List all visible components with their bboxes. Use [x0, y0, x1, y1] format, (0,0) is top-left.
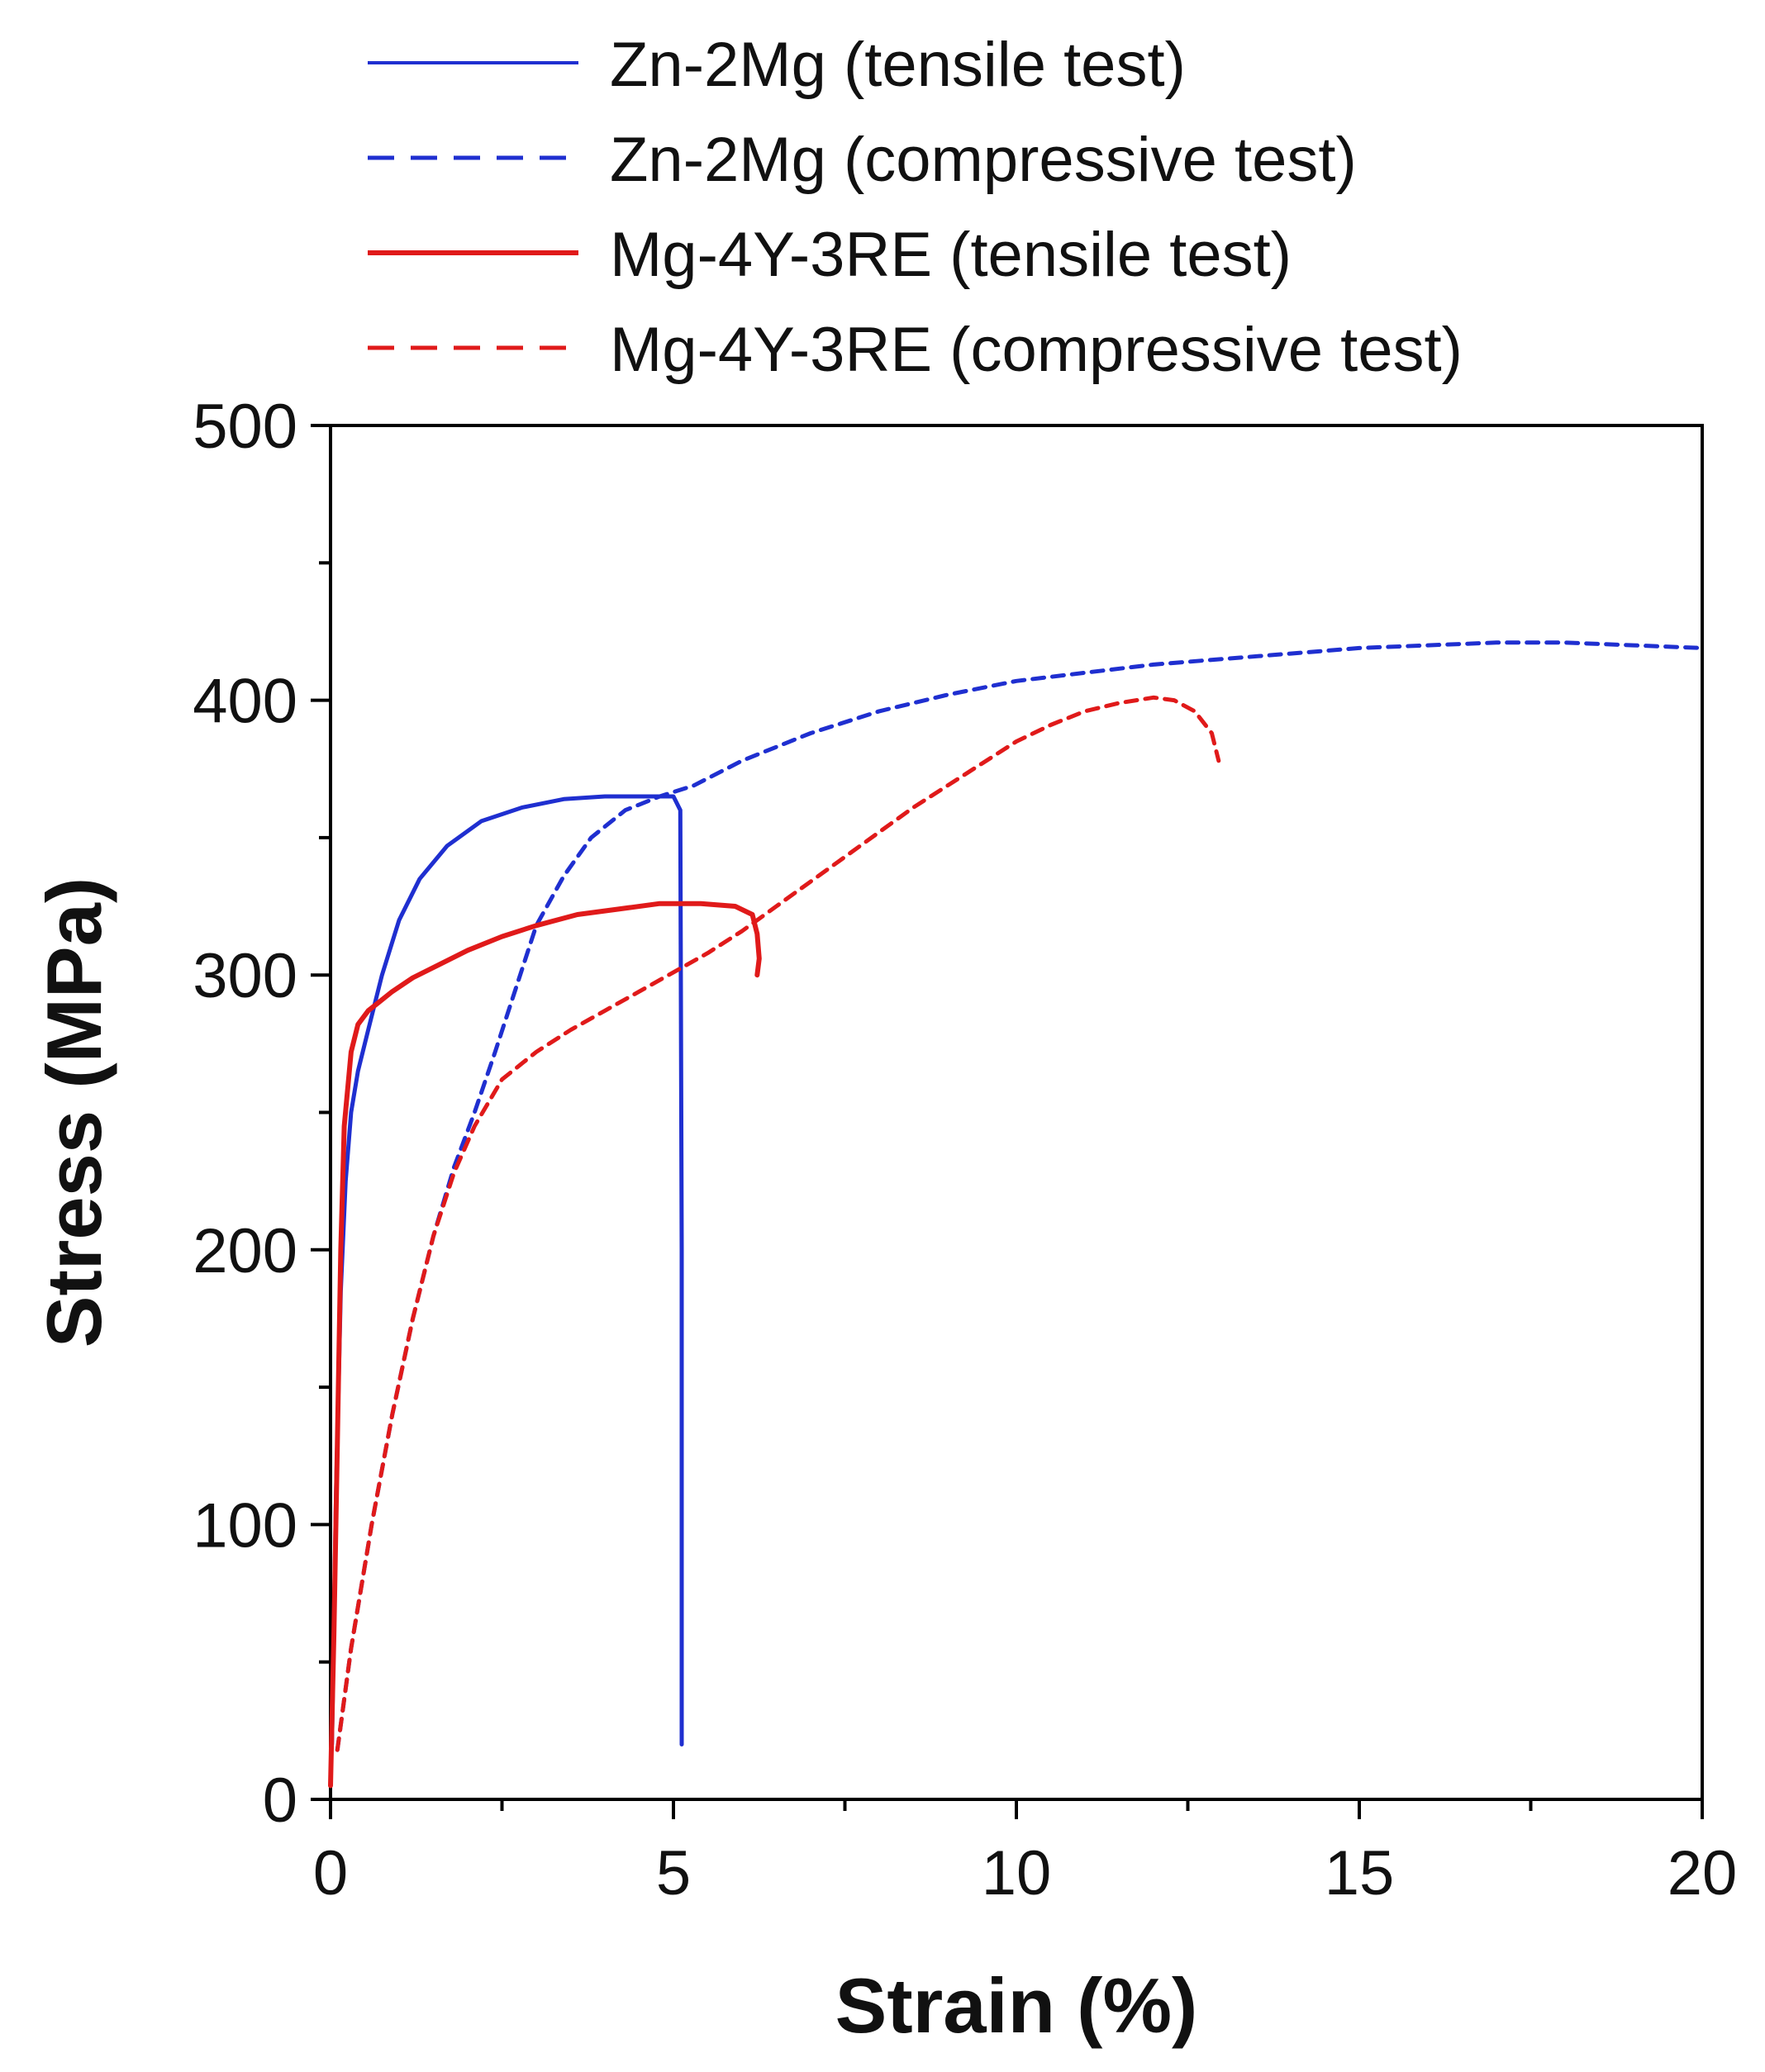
- legend-item-2: Zn-2Mg (compressive test): [368, 125, 1357, 195]
- x-tick-label: 0: [313, 1838, 348, 1908]
- y-axis-title: Stress (MPa): [31, 877, 117, 1347]
- plot-frame: [329, 424, 1704, 1801]
- y-axis: 0 100 200 300 400 500: [193, 392, 331, 1836]
- series-layer: [328, 640, 1705, 1789]
- y-tick-label: 200: [193, 1216, 297, 1286]
- y-tick-label: 0: [263, 1765, 297, 1836]
- legend-label: Zn-2Mg (compressive test): [610, 125, 1357, 195]
- legend-item-3: Mg-4Y-3RE (tensile test): [368, 220, 1292, 290]
- legend-label: Zn-2Mg (tensile test): [610, 30, 1186, 100]
- x-axis: 0 5 10 15 20: [313, 1799, 1737, 1908]
- plot-area: [328, 424, 1705, 1801]
- y-tick-label: 500: [193, 392, 297, 462]
- y-tick-label: 400: [193, 667, 297, 737]
- x-tick-label: 10: [982, 1838, 1052, 1908]
- series-line-1: [330, 794, 684, 1746]
- x-tick-label: 20: [1667, 1838, 1738, 1908]
- x-axis-title: Strain (%): [835, 1962, 1198, 2049]
- legend-label: Mg-4Y-3RE (compressive test): [610, 315, 1463, 385]
- legend-item-4: Mg-4Y-3RE (compressive test): [368, 315, 1463, 385]
- y-tick-label: 100: [193, 1490, 297, 1561]
- series-line-4: [335, 695, 1221, 1752]
- series-line-3: [328, 901, 762, 1789]
- x-tick-label: 15: [1325, 1838, 1395, 1908]
- legend-item-1: Zn-2Mg (tensile test): [368, 30, 1186, 100]
- series-line-2: [335, 640, 1705, 1752]
- y-tick-label: 300: [193, 941, 297, 1011]
- x-tick-label: 5: [656, 1838, 691, 1908]
- legend: Zn-2Mg (tensile test) Zn-2Mg (compressive…: [368, 30, 1463, 385]
- legend-label: Mg-4Y-3RE (tensile test): [610, 220, 1292, 290]
